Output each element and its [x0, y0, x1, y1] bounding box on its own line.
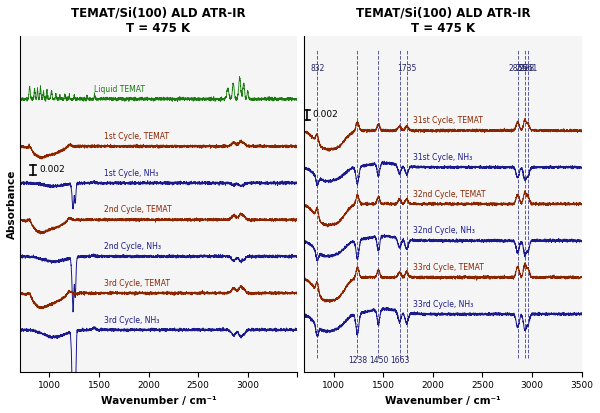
Text: 832: 832 — [310, 64, 325, 73]
Title: TEMAT/Si(100) ALD ATR-IR
T = 475 K: TEMAT/Si(100) ALD ATR-IR T = 475 K — [356, 7, 530, 35]
Y-axis label: Absorbance: Absorbance — [7, 169, 17, 239]
Text: 1238: 1238 — [348, 356, 367, 365]
Text: 1735: 1735 — [397, 64, 416, 73]
Text: 1663: 1663 — [390, 356, 409, 365]
X-axis label: Wavenumber / cm⁻¹: Wavenumber / cm⁻¹ — [101, 396, 216, 406]
Text: 2855: 2855 — [508, 64, 527, 73]
Text: 1450: 1450 — [369, 356, 388, 365]
Text: 2928: 2928 — [515, 64, 535, 73]
Text: 33rd Cycle, NH₃: 33rd Cycle, NH₃ — [413, 300, 473, 309]
Text: 0.002: 0.002 — [40, 165, 65, 174]
Text: 0.002: 0.002 — [312, 110, 338, 119]
Text: 3rd Cycle, TEMAT: 3rd Cycle, TEMAT — [104, 279, 170, 288]
Text: 3rd Cycle, NH₃: 3rd Cycle, NH₃ — [104, 316, 160, 325]
Text: 2961: 2961 — [518, 64, 538, 73]
Text: 31st Cycle, TEMAT: 31st Cycle, TEMAT — [413, 116, 483, 125]
Text: 32nd Cycle, TEMAT: 32nd Cycle, TEMAT — [413, 190, 485, 199]
Text: 31st Cycle, NH₃: 31st Cycle, NH₃ — [413, 153, 472, 162]
Text: 2nd Cycle, TEMAT: 2nd Cycle, TEMAT — [104, 205, 172, 214]
Text: 2nd Cycle, NH₃: 2nd Cycle, NH₃ — [104, 242, 161, 251]
Text: 1st Cycle, TEMAT: 1st Cycle, TEMAT — [104, 132, 169, 141]
Text: 32nd Cycle, NH₃: 32nd Cycle, NH₃ — [413, 226, 475, 235]
Text: 1st Cycle, NH₃: 1st Cycle, NH₃ — [104, 169, 158, 178]
Text: Liquid TEMAT: Liquid TEMAT — [94, 85, 145, 94]
X-axis label: Wavenumber / cm⁻¹: Wavenumber / cm⁻¹ — [385, 396, 500, 406]
Text: 33rd Cycle, TEMAT: 33rd Cycle, TEMAT — [413, 263, 484, 272]
Title: TEMAT/Si(100) ALD ATR-IR
T = 475 K: TEMAT/Si(100) ALD ATR-IR T = 475 K — [71, 7, 246, 35]
